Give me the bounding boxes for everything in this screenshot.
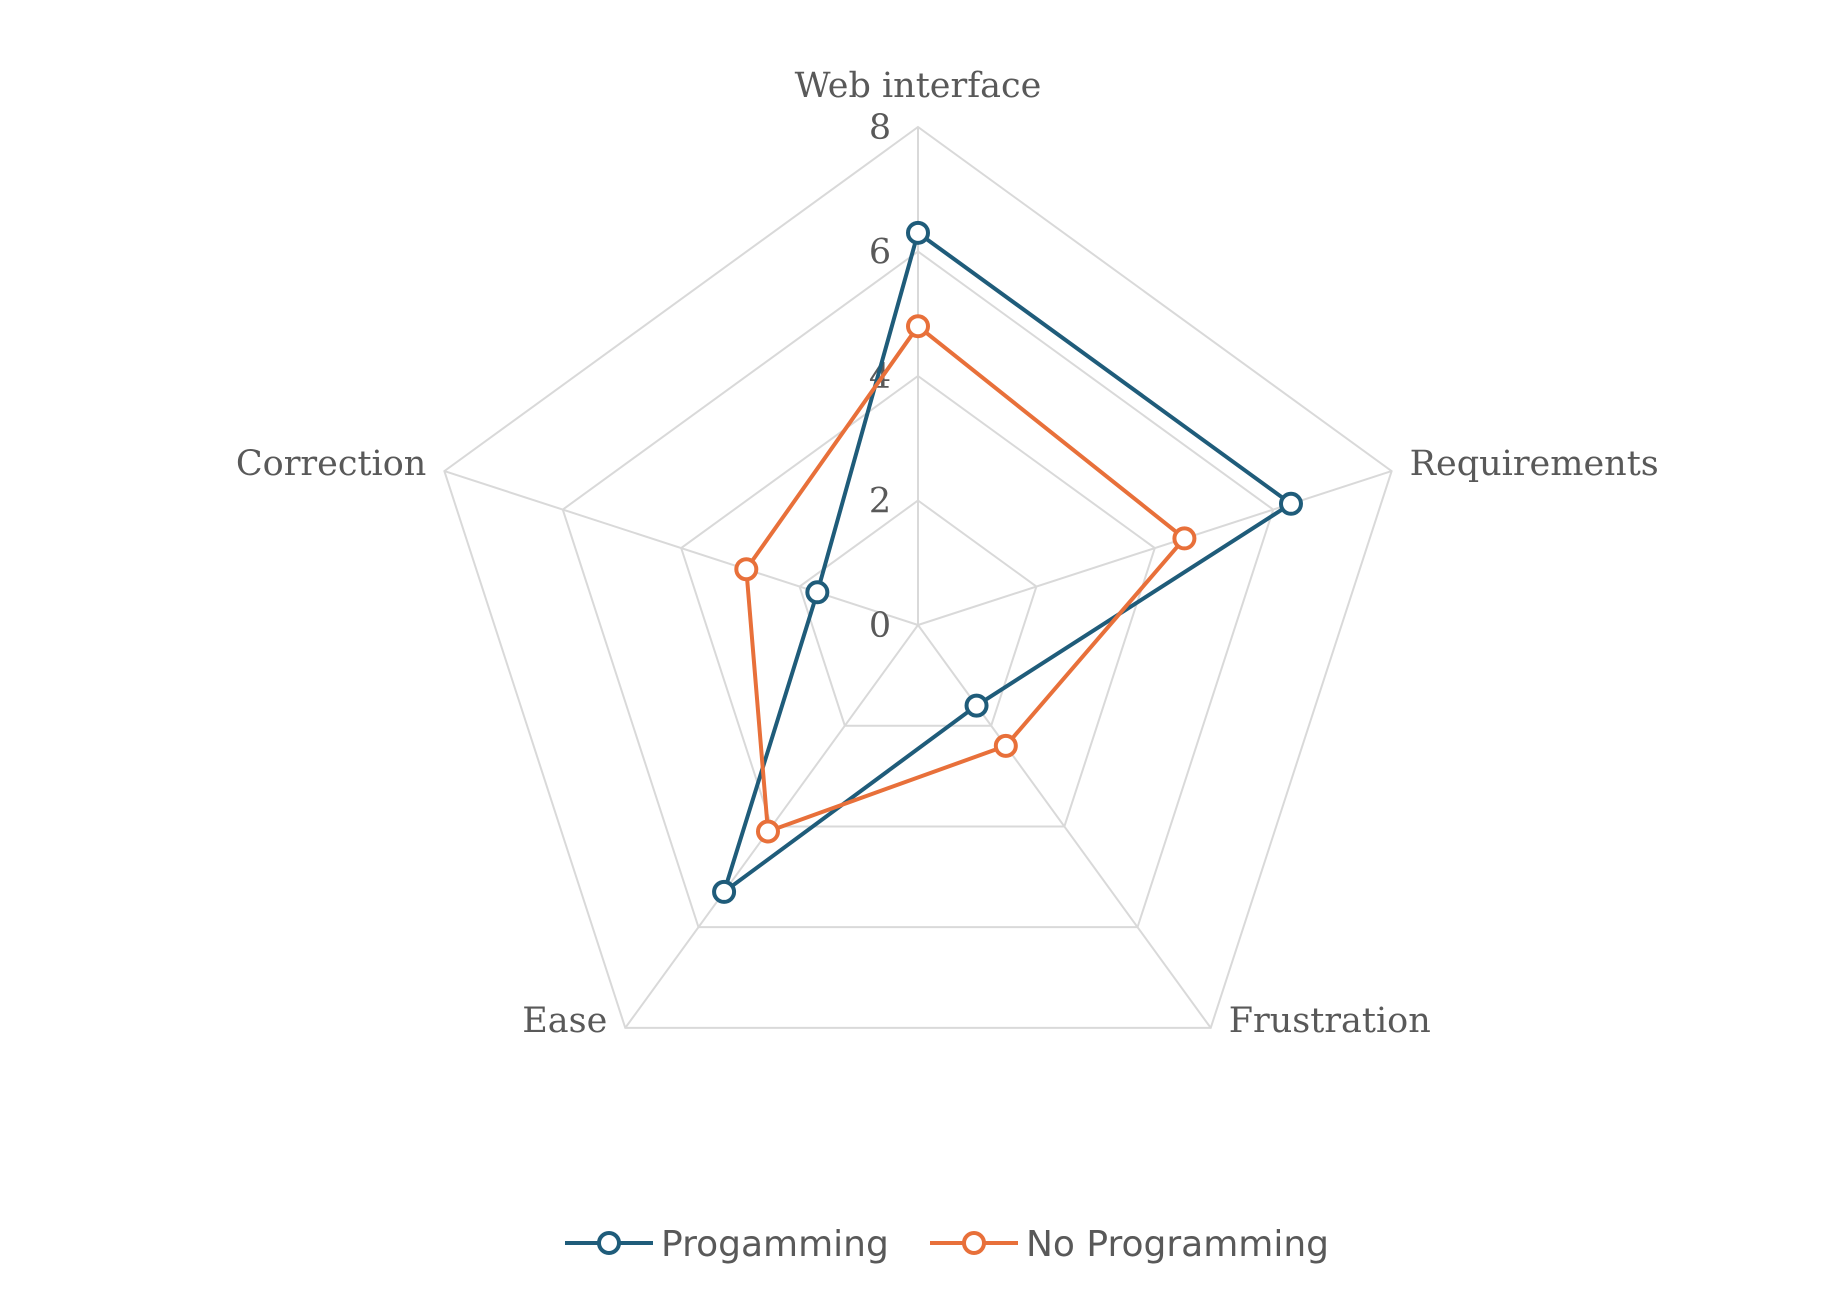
data-point-no-programming bbox=[906, 314, 930, 339]
axis-label-ease: Ease bbox=[522, 1001, 607, 1041]
grid-spoke bbox=[444, 470, 919, 626]
grid-ring-6 bbox=[561, 250, 1275, 929]
series-line-no-programming bbox=[744, 324, 1187, 834]
grid-ring-4 bbox=[680, 374, 1156, 828]
axis-label-requirements: Requirements bbox=[1410, 444, 1659, 484]
legend: Progamming No Programming bbox=[565, 1224, 1329, 1265]
tick-label: 0 bbox=[869, 606, 891, 646]
data-point-no-programming bbox=[993, 733, 1018, 758]
tick-label: 2 bbox=[869, 482, 891, 522]
axis-label-web-interface: Web interface bbox=[795, 66, 1042, 106]
data-point-progamming bbox=[906, 220, 930, 245]
series-line-progamming bbox=[722, 230, 1293, 894]
grid-ring-8 bbox=[443, 125, 1393, 1029]
legend-label: No Programming bbox=[1026, 1224, 1329, 1265]
data-point-progamming bbox=[805, 580, 830, 605]
data-point-no-programming bbox=[734, 557, 759, 582]
radar-grid bbox=[443, 125, 1393, 1029]
data-point-progamming bbox=[964, 693, 989, 718]
legend-swatch-marker bbox=[597, 1231, 621, 1255]
legend-item-progamming: Progamming bbox=[565, 1224, 889, 1265]
tick-label: 8 bbox=[869, 108, 891, 148]
axis-label-frustration: Frustration bbox=[1229, 1001, 1431, 1041]
legend-item-no-programming: No Programming bbox=[930, 1224, 1329, 1265]
tick-label: 6 bbox=[869, 233, 891, 273]
legend-swatch-marker bbox=[962, 1231, 986, 1255]
radar-axis-labels: Web interface Requirements Frustration Ease… bbox=[236, 66, 1659, 1041]
grid-spoke bbox=[917, 624, 1212, 1029]
data-point-no-programming bbox=[755, 819, 780, 844]
data-point-no-programming bbox=[1172, 526, 1197, 551]
data-point-progamming bbox=[712, 879, 737, 904]
legend-label: Progamming bbox=[661, 1224, 889, 1265]
axis-label-correction: Correction bbox=[236, 444, 427, 484]
grid-spoke bbox=[917, 470, 1392, 626]
radar-series bbox=[712, 220, 1303, 904]
grid-ring-2 bbox=[798, 499, 1038, 727]
data-point-progamming bbox=[1278, 491, 1303, 516]
